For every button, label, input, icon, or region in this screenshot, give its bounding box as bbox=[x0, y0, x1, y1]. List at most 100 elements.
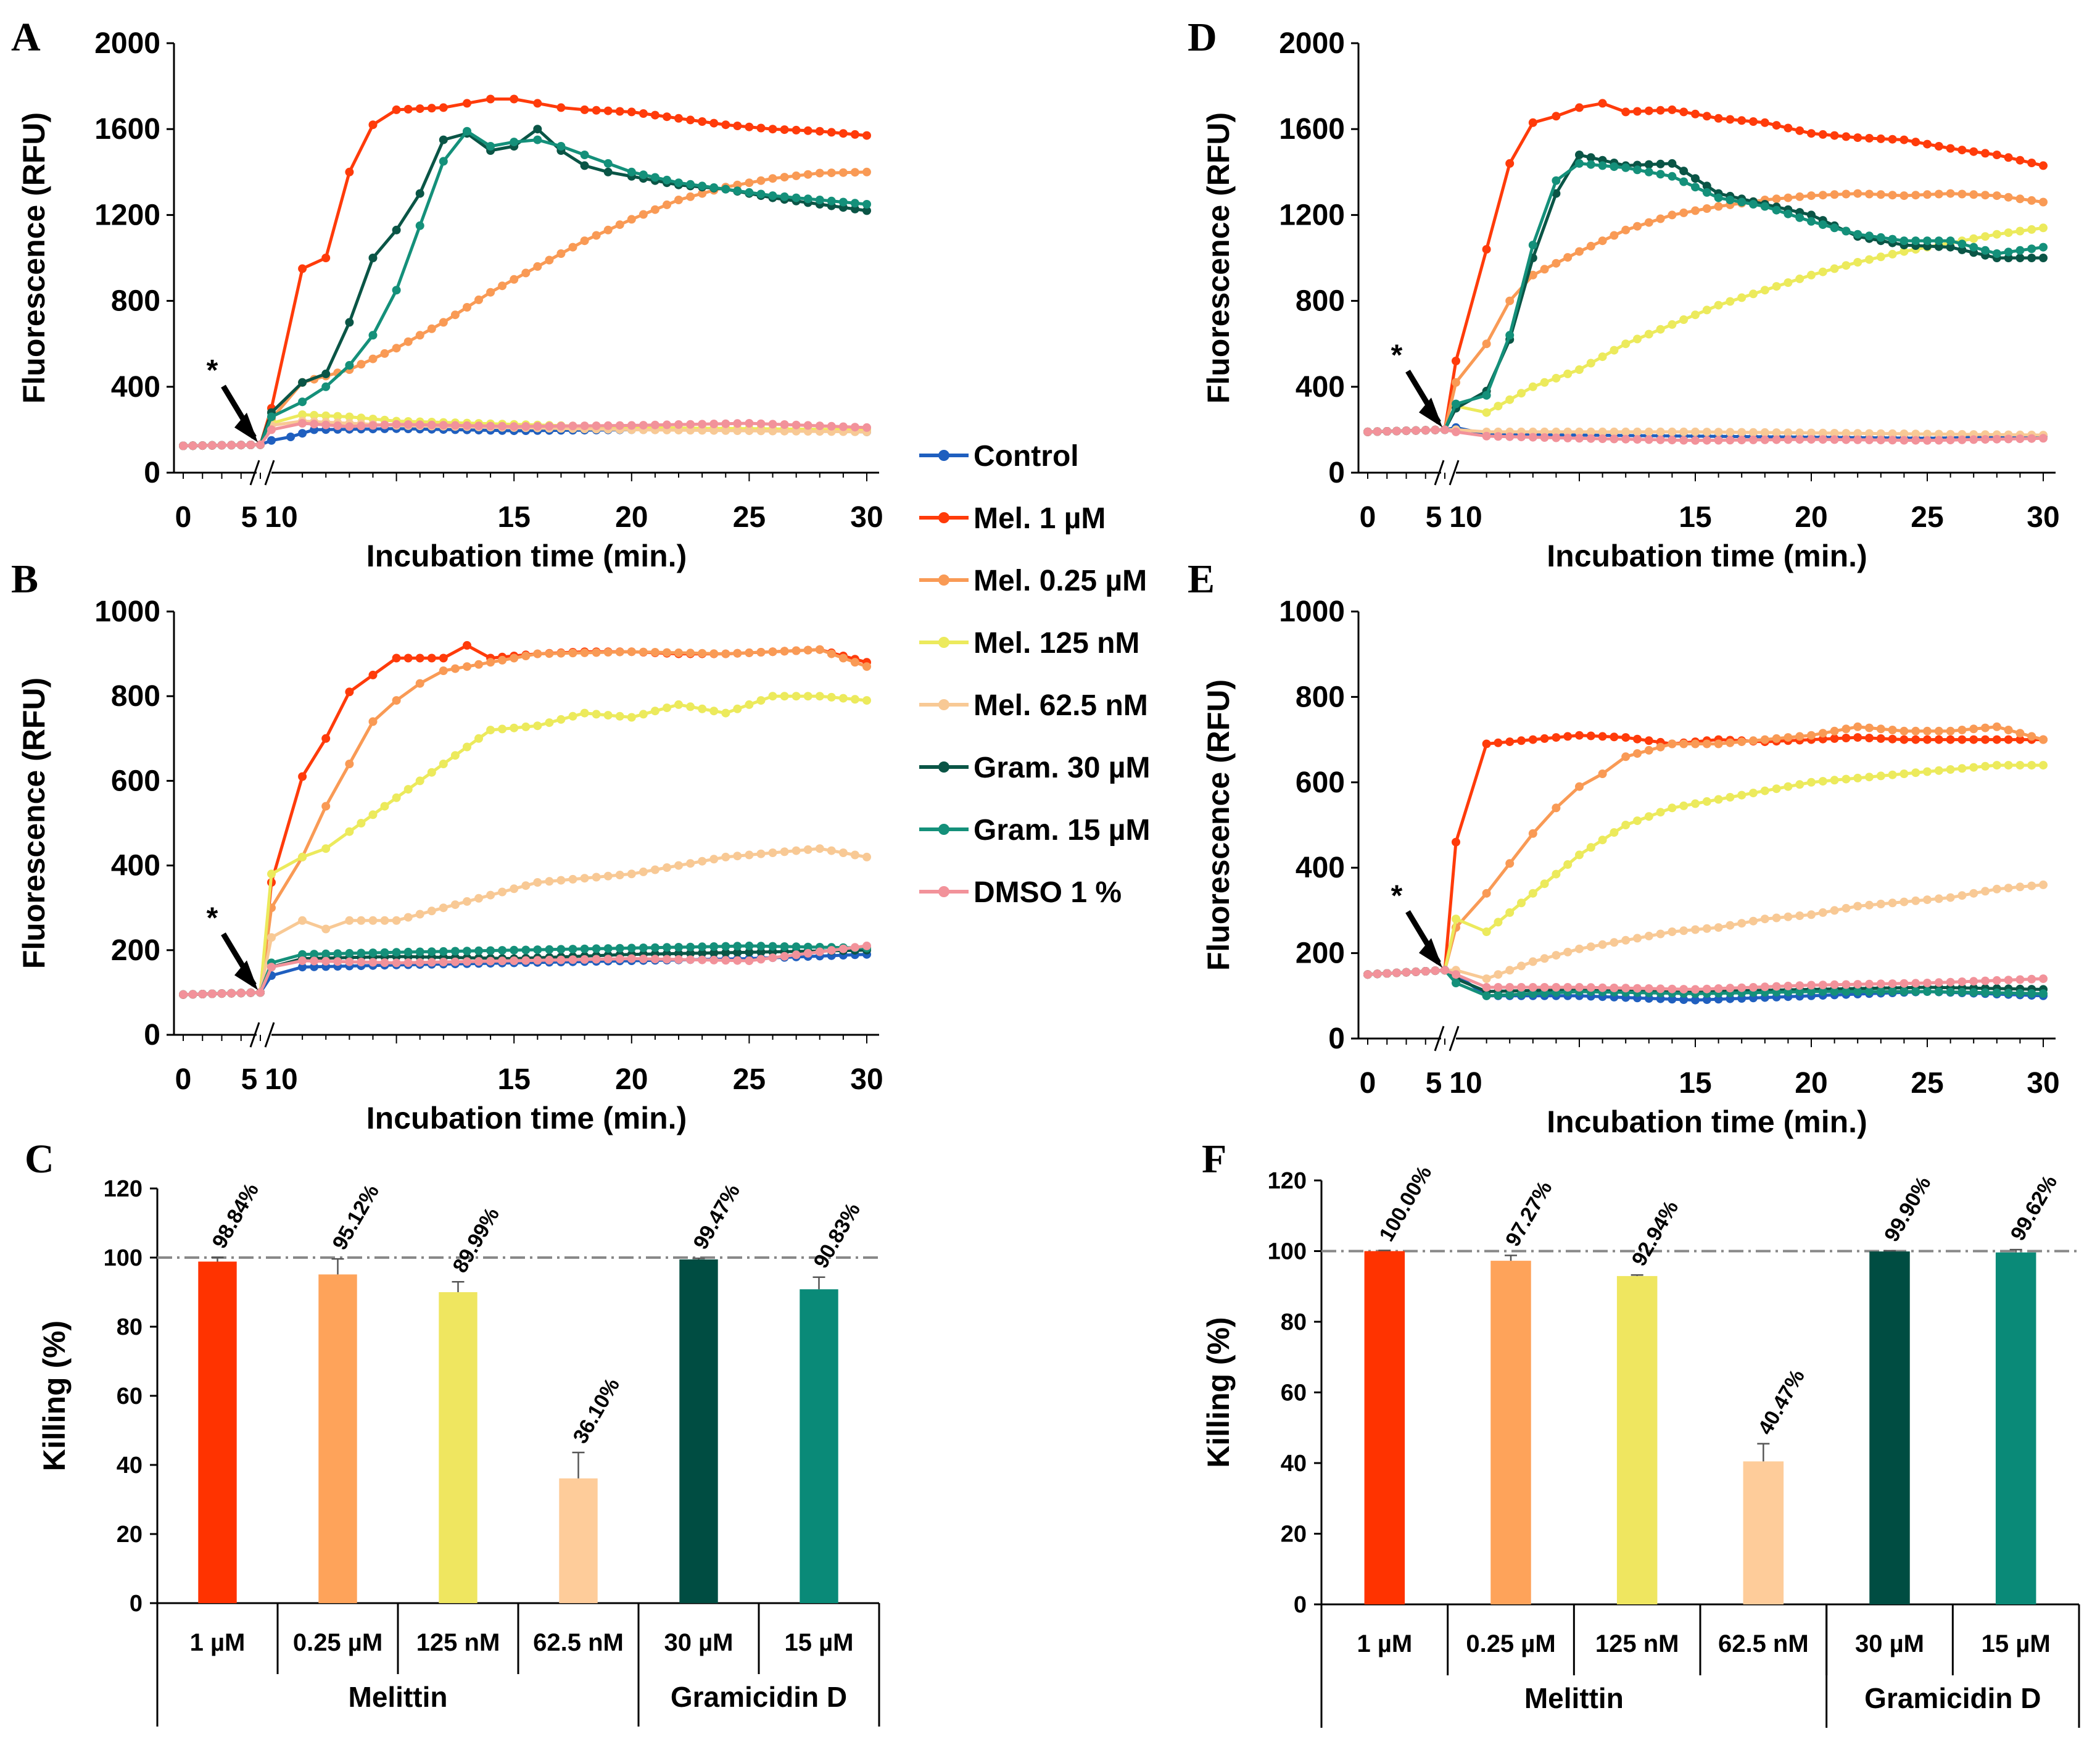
data-point bbox=[1586, 942, 1595, 952]
legend-label-1: Mel. 1 µM bbox=[974, 502, 1106, 535]
data-point bbox=[862, 941, 871, 950]
data-point bbox=[2015, 735, 2025, 744]
data-point bbox=[246, 988, 255, 997]
data-point bbox=[568, 711, 577, 721]
y-tick-label: 800 bbox=[111, 680, 160, 713]
data-point bbox=[1969, 190, 1978, 199]
data-point bbox=[450, 310, 460, 320]
data-point bbox=[1505, 983, 1515, 992]
x-tick-label: 30 bbox=[850, 1063, 883, 1096]
data-point bbox=[1992, 976, 2001, 985]
data-point bbox=[1760, 914, 1769, 924]
data-point bbox=[1807, 191, 1816, 201]
data-point bbox=[1981, 735, 1990, 744]
bar bbox=[198, 1261, 237, 1603]
data-point bbox=[1668, 436, 1677, 445]
data-point bbox=[862, 423, 871, 432]
data-point bbox=[827, 128, 836, 137]
data-point bbox=[603, 106, 613, 115]
y-tick-label: 1200 bbox=[1279, 199, 1345, 231]
data-point bbox=[686, 192, 695, 201]
data-point bbox=[698, 955, 707, 964]
data-point bbox=[1911, 735, 1920, 744]
y-tick-label: 80 bbox=[1281, 1309, 1307, 1335]
data-point bbox=[1911, 436, 1920, 445]
y-tick-label: 2000 bbox=[94, 27, 160, 60]
data-point bbox=[1807, 129, 1816, 138]
data-point bbox=[745, 426, 754, 436]
data-point bbox=[498, 655, 507, 665]
data-point bbox=[556, 945, 566, 954]
data-point bbox=[1946, 987, 1955, 997]
data-point bbox=[427, 653, 436, 663]
data-point bbox=[207, 989, 217, 998]
data-point bbox=[745, 188, 754, 197]
data-point bbox=[1865, 773, 1874, 782]
data-point bbox=[188, 441, 197, 450]
data-point bbox=[862, 167, 871, 176]
data-point bbox=[1452, 914, 1460, 924]
data-point bbox=[1563, 427, 1573, 436]
data-point bbox=[1383, 969, 1392, 978]
data-point bbox=[627, 107, 636, 117]
data-point bbox=[1482, 408, 1491, 417]
bar-value-label: 99.62% bbox=[2006, 1171, 2062, 1245]
data-point bbox=[1749, 983, 1758, 992]
data-point bbox=[1807, 428, 1816, 438]
data-point bbox=[1726, 436, 1735, 445]
asterisk-marker: * bbox=[1391, 879, 1403, 912]
x-axis-title: Incubation time (min.) bbox=[366, 1101, 687, 1135]
data-point bbox=[698, 948, 707, 958]
data-point bbox=[1586, 160, 1595, 169]
data-point bbox=[474, 734, 483, 743]
data-point bbox=[1552, 733, 1561, 742]
data-point bbox=[533, 649, 542, 658]
data-point bbox=[2004, 884, 2013, 893]
data-point bbox=[1494, 402, 1503, 411]
data-point bbox=[639, 170, 648, 180]
data-point bbox=[1726, 793, 1735, 802]
data-point bbox=[733, 948, 742, 957]
data-point bbox=[1969, 147, 1978, 156]
data-point bbox=[1876, 734, 1885, 743]
data-point bbox=[1610, 828, 1619, 837]
data-point bbox=[1934, 987, 1943, 997]
data-point bbox=[603, 159, 613, 168]
data-point bbox=[1679, 995, 1689, 1004]
data-point bbox=[1702, 797, 1711, 806]
data-point bbox=[1505, 432, 1515, 441]
data-point bbox=[415, 653, 424, 663]
y-axis-title: Fluorescence (RFU) bbox=[1201, 112, 1236, 404]
panel-f-bar-chart: F 0 20 40 60 80 100 120 Killing (%) 100.00% 1 µM 97… bbox=[1201, 1137, 2080, 1728]
data-point bbox=[463, 303, 471, 312]
data-point bbox=[803, 427, 812, 436]
x-tick-label: 15 bbox=[498, 1063, 531, 1096]
data-point bbox=[1702, 181, 1711, 191]
data-point bbox=[533, 125, 542, 134]
panel-letter: A bbox=[11, 15, 41, 60]
data-point bbox=[1969, 763, 1978, 772]
data-point bbox=[450, 957, 460, 966]
data-point bbox=[756, 955, 766, 964]
data-point bbox=[768, 848, 777, 857]
data-point bbox=[321, 411, 331, 420]
data-point bbox=[1784, 981, 1793, 990]
data-point bbox=[627, 215, 636, 224]
data-point bbox=[568, 421, 577, 431]
data-point bbox=[217, 441, 226, 450]
x-tick-label: 10 bbox=[265, 501, 297, 534]
category-label: 0.25 µM bbox=[1466, 1630, 1555, 1657]
data-point bbox=[298, 410, 307, 419]
data-point bbox=[1679, 107, 1689, 117]
data-point bbox=[615, 943, 624, 953]
data-point bbox=[1737, 428, 1747, 437]
data-point bbox=[1737, 197, 1747, 207]
data-point bbox=[1772, 194, 1781, 204]
data-point bbox=[198, 990, 207, 998]
data-point bbox=[803, 845, 812, 854]
data-point bbox=[298, 916, 307, 925]
legend: Control Mel. 1 µM Mel. 0.25 µM Mel. 125 nM M… bbox=[919, 440, 1150, 909]
data-point bbox=[674, 861, 683, 870]
data-point bbox=[1563, 947, 1573, 956]
data-point bbox=[556, 876, 566, 885]
